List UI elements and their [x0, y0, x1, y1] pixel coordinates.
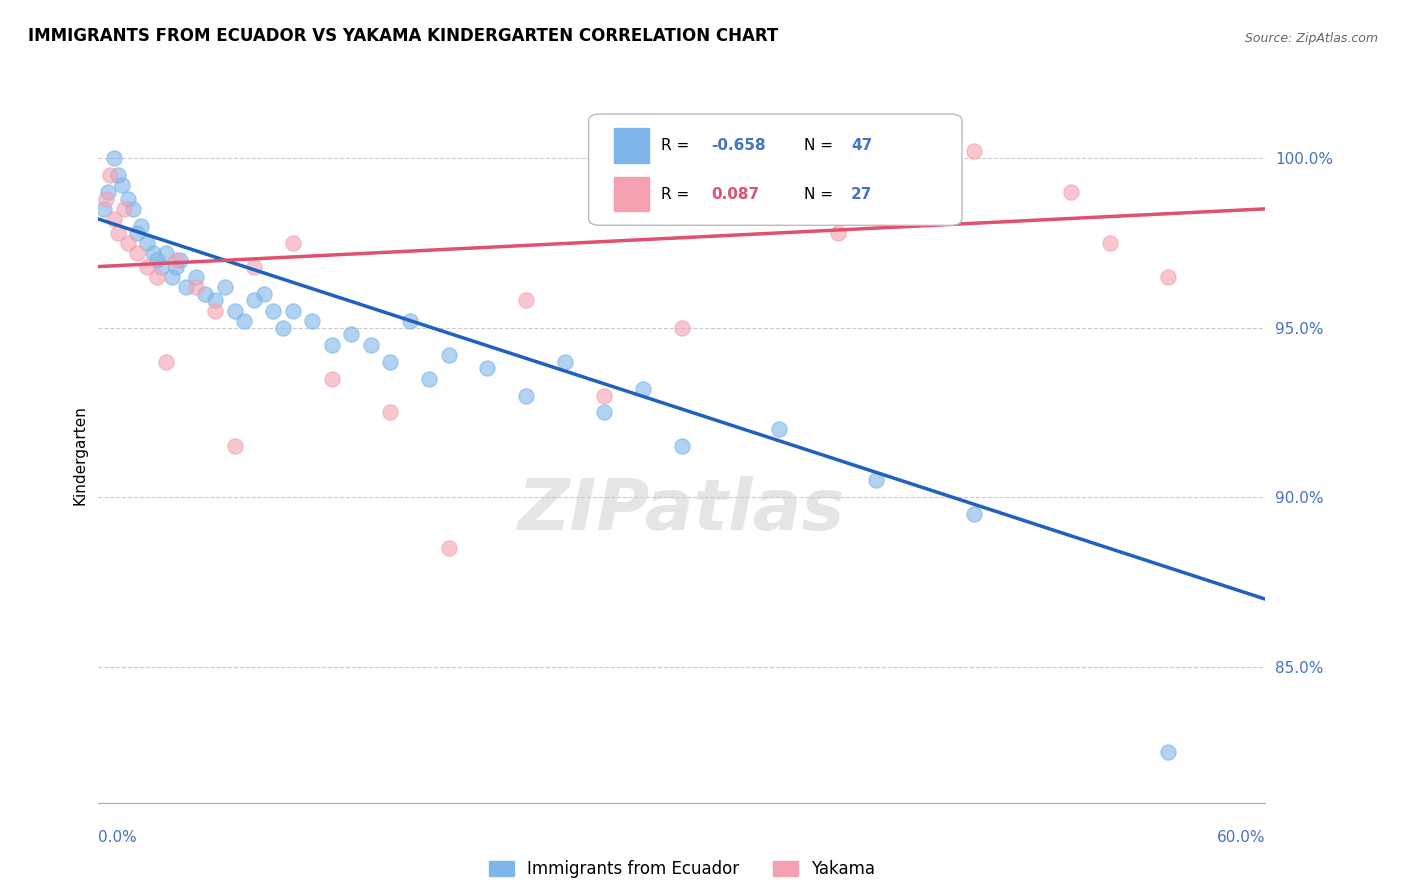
Bar — [614, 177, 650, 211]
Point — [321, 337, 343, 351]
Point — [827, 226, 849, 240]
Point — [281, 303, 304, 318]
Point — [165, 260, 187, 274]
Point — [96, 192, 118, 206]
Point — [243, 293, 266, 308]
Point — [962, 508, 984, 522]
Point — [262, 303, 284, 318]
Point — [437, 348, 460, 362]
Point — [194, 286, 217, 301]
Text: 60.0%: 60.0% — [1218, 830, 1265, 845]
Point — [1157, 745, 1180, 759]
Point — [107, 168, 129, 182]
Point — [301, 314, 323, 328]
Point — [554, 354, 576, 368]
Text: N =: N = — [804, 137, 838, 153]
Point — [97, 185, 120, 199]
Point — [136, 260, 159, 274]
Point — [127, 226, 149, 240]
Point — [671, 320, 693, 334]
Point — [224, 303, 246, 318]
Point — [165, 252, 187, 267]
Text: N =: N = — [804, 186, 838, 202]
Point — [224, 439, 246, 453]
Point — [93, 202, 115, 216]
Text: IMMIGRANTS FROM ECUADOR VS YAKAMA KINDERGARTEN CORRELATION CHART: IMMIGRANTS FROM ECUADOR VS YAKAMA KINDER… — [28, 27, 779, 45]
Point — [271, 320, 294, 334]
Point — [107, 226, 129, 240]
Point — [146, 269, 169, 284]
Legend: Immigrants from Ecuador, Yakama: Immigrants from Ecuador, Yakama — [482, 854, 882, 885]
Point — [515, 388, 537, 402]
Point — [1098, 235, 1121, 250]
Point — [184, 269, 207, 284]
Point — [155, 246, 177, 260]
Point — [768, 422, 790, 436]
Point — [111, 178, 134, 193]
Point — [103, 151, 125, 165]
Point — [380, 405, 402, 419]
Text: Source: ZipAtlas.com: Source: ZipAtlas.com — [1244, 31, 1378, 45]
Point — [398, 314, 420, 328]
Point — [631, 382, 654, 396]
Point — [204, 293, 226, 308]
Text: -0.658: -0.658 — [711, 137, 766, 153]
Point — [142, 246, 165, 260]
Point — [149, 260, 172, 274]
Point — [1157, 269, 1180, 284]
Point — [593, 388, 616, 402]
Point — [243, 260, 266, 274]
Point — [117, 192, 139, 206]
Point — [184, 280, 207, 294]
Y-axis label: Kindergarten: Kindergarten — [72, 405, 87, 505]
Point — [117, 235, 139, 250]
FancyBboxPatch shape — [589, 114, 962, 226]
Text: 0.0%: 0.0% — [98, 830, 138, 845]
Point — [136, 235, 159, 250]
Point — [671, 439, 693, 453]
Point — [129, 219, 152, 233]
Point — [962, 144, 984, 158]
Point — [360, 337, 382, 351]
Point — [155, 354, 177, 368]
Point — [146, 252, 169, 267]
Point — [162, 269, 184, 284]
Point — [380, 354, 402, 368]
Text: 0.087: 0.087 — [711, 186, 759, 202]
Point — [214, 280, 236, 294]
Point — [321, 371, 343, 385]
Text: R =: R = — [661, 137, 695, 153]
Point — [865, 474, 887, 488]
Point — [112, 202, 135, 216]
Point — [437, 541, 460, 556]
Point — [418, 371, 440, 385]
Point — [477, 361, 499, 376]
Point — [1060, 185, 1083, 199]
Text: 27: 27 — [851, 186, 873, 202]
Point — [233, 314, 256, 328]
Point — [593, 405, 616, 419]
Text: 47: 47 — [851, 137, 872, 153]
Text: ZIPatlas: ZIPatlas — [519, 476, 845, 545]
Point — [122, 202, 145, 216]
Point — [103, 212, 125, 227]
Point — [340, 327, 363, 342]
Point — [253, 286, 276, 301]
Point — [169, 252, 191, 267]
Point — [98, 168, 121, 182]
Bar — [614, 128, 650, 162]
Point — [174, 280, 197, 294]
Point — [515, 293, 537, 308]
Point — [204, 303, 226, 318]
Point — [127, 246, 149, 260]
Text: R =: R = — [661, 186, 695, 202]
Point — [281, 235, 304, 250]
